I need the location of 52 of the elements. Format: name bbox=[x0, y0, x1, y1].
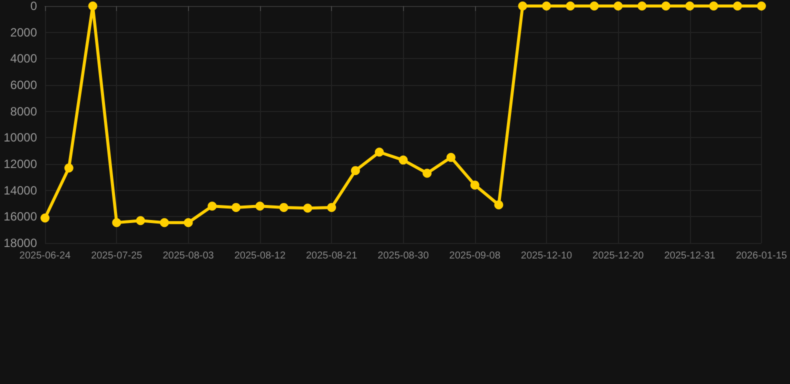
y-tick-label: 8000 bbox=[10, 104, 38, 118]
y-tick-label: 18000 bbox=[4, 236, 38, 250]
point bbox=[160, 218, 169, 228]
point bbox=[518, 2, 528, 10]
point bbox=[112, 218, 122, 228]
point bbox=[614, 2, 623, 10]
point bbox=[255, 202, 264, 211]
point bbox=[184, 218, 193, 228]
y-tick-label: 10000 bbox=[4, 130, 38, 145]
point bbox=[279, 202, 288, 212]
point bbox=[64, 163, 74, 172]
point bbox=[398, 156, 408, 165]
y-tick-label: 0 bbox=[30, 0, 38, 13]
point bbox=[542, 2, 551, 10]
point bbox=[685, 2, 694, 10]
x-tick-label: 2025-09-08 bbox=[449, 250, 501, 262]
point bbox=[661, 2, 670, 10]
point bbox=[422, 168, 432, 178]
x-tick-label: 2025-07-25 bbox=[91, 250, 143, 262]
point bbox=[590, 2, 599, 10]
x-tick-label: 2025-08-21 bbox=[306, 250, 358, 262]
x-tick-label: 2025-12-20 bbox=[592, 250, 644, 262]
point bbox=[303, 204, 312, 213]
point bbox=[88, 2, 98, 10]
point bbox=[566, 2, 575, 10]
x-tick-label: 2025-06-24 bbox=[19, 250, 72, 262]
y-tick-label: 14000 bbox=[4, 183, 38, 198]
y-tick-label: 4000 bbox=[10, 52, 38, 66]
point bbox=[327, 202, 336, 212]
point bbox=[374, 148, 384, 157]
point bbox=[709, 2, 718, 10]
point bbox=[494, 200, 504, 210]
x-tick-label: 2025-12-31 bbox=[664, 250, 716, 262]
y-tick-label: 6000 bbox=[10, 78, 38, 92]
x-tick-label: 2025-12-10 bbox=[520, 250, 573, 262]
x-tick-label: 2026-01-15 bbox=[736, 250, 788, 262]
point bbox=[446, 152, 456, 162]
point bbox=[733, 2, 742, 10]
point bbox=[232, 202, 241, 212]
point bbox=[208, 202, 217, 211]
x-tick-label: 2025-08-12 bbox=[234, 250, 286, 262]
y-tick-label: 2000 bbox=[10, 25, 38, 40]
y-tick-label: 16000 bbox=[4, 210, 38, 224]
point bbox=[136, 216, 146, 226]
point bbox=[638, 2, 647, 10]
point bbox=[40, 213, 50, 222]
point bbox=[470, 180, 480, 190]
point bbox=[756, 2, 766, 10]
x-tick-label: 2025-08-03 bbox=[162, 250, 214, 262]
point bbox=[350, 166, 360, 176]
y-tick-label: 12000 bbox=[4, 157, 38, 171]
x-tick-label: 2025-08-30 bbox=[378, 250, 430, 262]
